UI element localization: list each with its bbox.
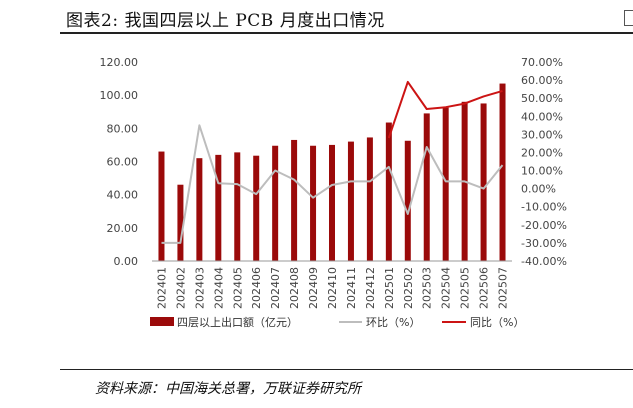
x-tick-label: 202503 [421,267,434,309]
bar-202506 [480,103,487,261]
x-tick-label: 202501 [383,267,396,309]
bar-202502 [404,140,411,261]
bar-202405 [234,152,241,261]
x-tick-label: 202401 [155,267,168,309]
right-tick-label: -20.00% [521,219,567,232]
bar-202507 [499,83,506,261]
bar-202503 [423,113,430,262]
x-tick-label: 202504 [440,267,453,309]
left-axis-ticks: 0.00 20.00 40.00 60.00 80.00 100.00 120.00 [100,56,139,268]
bar-202407 [272,145,279,261]
x-tick-label: 202403 [193,267,206,309]
x-tick-label: 202505 [459,267,472,309]
bar-202406 [253,155,260,261]
x-tick-label: 202407 [269,267,282,309]
legend-label-mom: 环比（%） [366,316,420,329]
right-tick-label: 20.00% [521,146,563,159]
right-tick-label: 30.00% [521,128,563,141]
x-tick-label: 202507 [497,267,510,309]
bar-202411 [347,141,354,261]
right-tick-label: -40.00% [521,255,567,268]
bar-202404 [215,154,222,261]
x-tick-label: 202406 [250,267,263,309]
left-tick-label: 40.00 [107,189,139,202]
left-tick-label: 100.00 [100,89,139,102]
right-axis-ticks: -40.00% -30.00% -20.00% -10.00% 0.00% 10.00% 2… [521,56,567,268]
source-divider [60,369,633,370]
chart-title: 图表2: 我国四层以上 PCB 月度出口情况 [66,11,385,31]
bar-202504 [442,107,449,262]
line-series [161,80,504,244]
right-tick-label: -10.00% [521,201,567,214]
right-tick-label: 0.00% [521,183,556,196]
x-tick-label: 202410 [326,267,339,309]
bar-202410 [329,144,335,261]
legend-swatch-bar [150,317,174,326]
x-tick-label: 202411 [345,267,358,309]
legend: 四层以上出口额（亿元） 环比（%） 同比（%） [150,315,524,329]
right-tick-label: 60.00% [521,74,563,87]
bar-202409 [310,145,317,261]
page-edge-mark [624,10,633,26]
x-tick-label: 202409 [307,267,320,309]
x-tick-label: 202502 [402,267,415,309]
right-tick-label: 40.00% [521,110,563,123]
bar-202408 [291,139,298,261]
legend-label-yoy: 同比（%） [470,316,524,329]
bar-202403 [196,158,203,261]
right-tick-label: 70.00% [521,56,563,69]
bar-202412 [366,137,373,261]
bar-series [158,83,506,262]
right-tick-label: -30.00% [521,237,567,250]
legend-label-bar: 四层以上出口额（亿元） [177,315,298,329]
yoy-line [387,80,503,139]
right-tick-label: 10.00% [521,165,563,178]
title-divider [60,32,633,34]
source-note: 资料来源：中国海关总署，万联证券研究所 [95,381,361,397]
left-tick-label: 60.00 [107,156,139,169]
bar-202401 [158,151,165,261]
x-tick-label: 202408 [288,267,301,309]
x-tick-label: 202404 [212,267,225,309]
x-tick-label: 202412 [364,267,377,309]
mom-line [161,124,504,244]
left-tick-label: 120.00 [100,56,139,69]
bar-202402 [177,184,184,261]
x-tick-label: 202506 [478,267,491,309]
x-tick-label: 202402 [174,267,187,309]
left-tick-label: 0.00 [114,255,139,268]
x-tick-label: 202405 [231,267,244,309]
bar-202501 [385,122,392,261]
left-tick-label: 20.00 [107,222,139,235]
right-tick-label: 50.00% [521,92,563,105]
left-tick-label: 80.00 [107,122,139,135]
x-axis-ticks: 202401 202402 202403 202404 202405 202406 2024… [155,267,509,309]
